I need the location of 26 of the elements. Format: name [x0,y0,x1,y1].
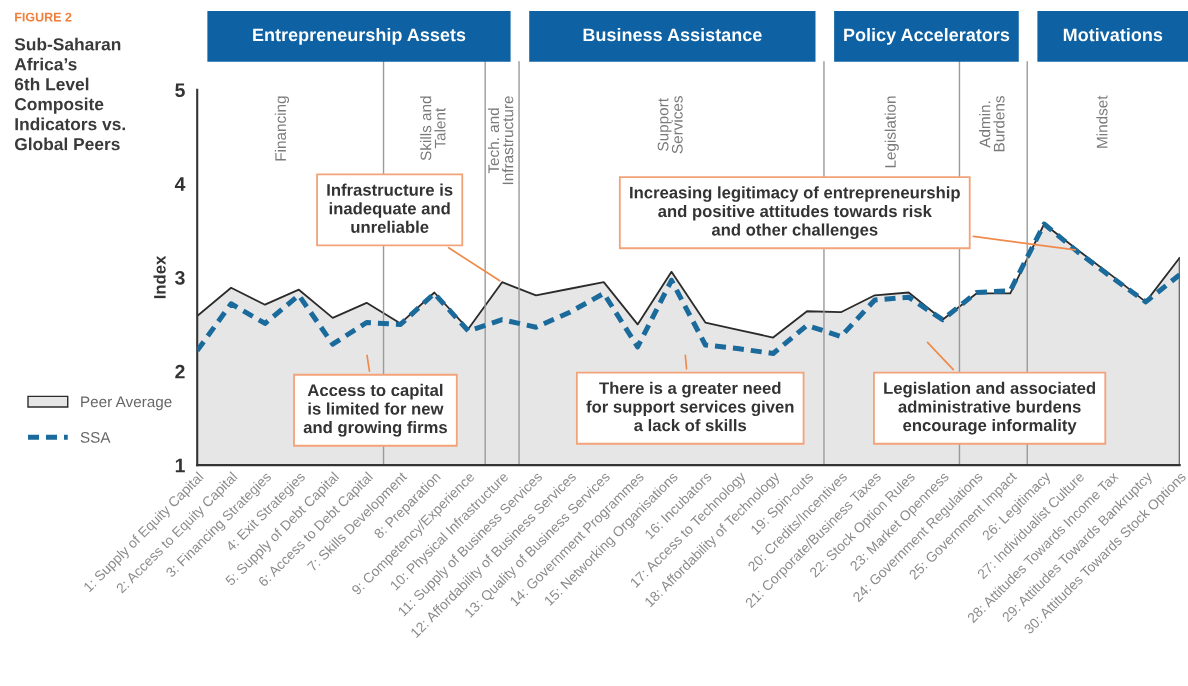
annotation: Skills and Talent [420,96,446,161]
y-axis-title: Index [153,255,166,299]
text: FIGURE 2 [15,12,72,22]
chart-title: Sub-Saharan Africa’s 6th Level Composite Indicators vs. Global Peers [14,37,125,151]
text: Entrepreneurship Assets [253,27,466,45]
legend-label: Peer Average [81,396,172,411]
annotation: Legislation [884,96,899,168]
text: Business Assistance [583,27,762,42]
annotation: Financing [274,96,290,161]
annotation: Mindset [1096,95,1108,148]
text: Motivations [1063,27,1163,42]
y-tick-label: 5 [175,83,185,98]
y-tick-label: 3 [175,270,185,285]
y-tick-label: 4 [174,177,186,191]
annotation: Infrastructure is inadequate and unreliable [327,183,453,233]
annotation: Increasing legitimacy of entrepreneurship and positive attitudes towards risk and other challenges [630,186,960,240]
annotation: Support Services [657,96,683,154]
annotation: Access to capital is limited for new and growing firms [303,383,447,437]
annotation: There is a greater need for support services given a lack of skills [586,381,794,432]
annotation: Admin. Burdens [979,96,1005,152]
y-tick-label: 2 [175,364,185,379]
text: Policy Accelerators [844,27,1010,45]
legend-label: SSA [80,432,111,443]
y-tick-label: 1 [175,458,185,473]
annotation: Legislation and associated administrative burdens encourage informality [884,381,1096,435]
annotation: Tech. and Infrastructure [487,96,514,185]
